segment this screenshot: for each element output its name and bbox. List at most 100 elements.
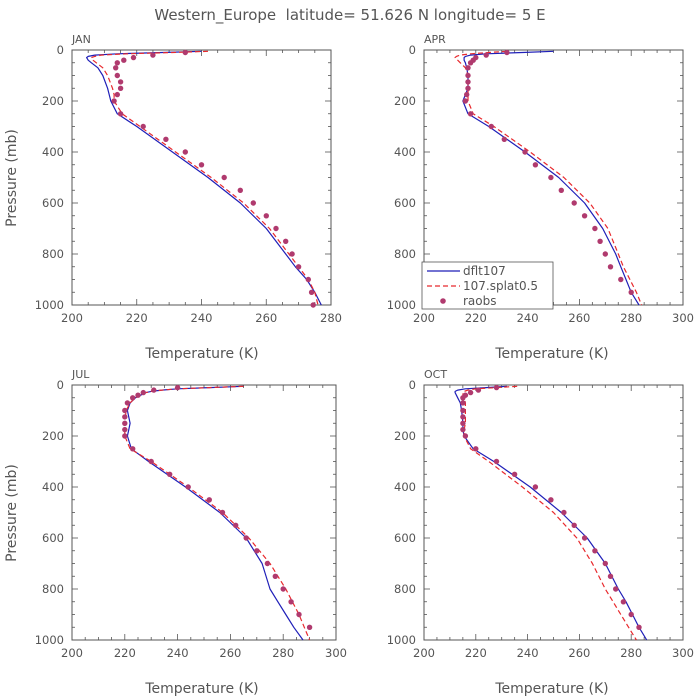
raobs-point [122,407,128,414]
raobs-point [121,57,127,63]
raobs-point [607,264,614,270]
raobs-point [464,91,470,98]
raobs-point [185,484,191,490]
raobs-point [130,54,137,61]
raobs-point [250,200,256,206]
x-tick-label: 220 [114,646,136,660]
y-tick-label: 400 [394,145,416,159]
raobs-point [602,560,608,567]
raobs-point [548,497,554,503]
raobs-point [122,433,128,439]
y-axis-label: Pressure (mb) [4,129,20,227]
raobs-point [483,52,489,58]
raobs-point [511,471,518,477]
x-tick-label: 280 [620,646,642,660]
raobs-point [111,98,117,104]
raobs-point [628,289,634,295]
raobs-point [501,136,507,142]
raobs-point [467,389,474,396]
raobs-point [460,414,466,420]
raobs-point [460,426,466,433]
y-tick-label: 200 [42,94,64,108]
plot-frame [71,49,332,306]
dflt-line [85,50,322,306]
y-tick-label: 600 [42,531,64,545]
raobs-point [221,174,227,181]
raobs-point [558,187,564,193]
raobs-point [130,446,136,452]
raobs-point [504,49,510,56]
raobs-point [488,123,494,130]
x-tick-label: 260 [568,311,590,325]
splat-line [454,50,643,306]
raobs-point [602,251,608,257]
raobs-point [174,384,181,391]
x-tick-label: 280 [620,311,642,325]
raobs-point [289,251,295,257]
raobs-point [613,586,619,592]
x-tick-label: 280 [320,311,342,325]
panel-label: JAN [71,33,91,46]
y-tick-label: 200 [394,94,416,108]
y-tick-label: 0 [409,43,416,57]
raobs-point [140,389,146,396]
raobs-point [114,91,121,98]
y-tick-label: 400 [42,145,64,159]
raobs-point [273,225,279,232]
x-tick-label: 220 [465,311,487,325]
x-tick-label: 300 [672,646,694,660]
raobs-point [114,60,121,66]
x-axis-label: Temperature (K) [494,681,608,697]
x-axis-label: Temperature (K) [144,346,258,362]
raobs-point [296,611,302,618]
raobs-point [465,85,471,92]
raobs-point [475,387,482,393]
raobs-point [122,426,128,433]
x-tick-label: 260 [255,311,277,325]
raobs-point [254,548,260,554]
raobs-point [462,433,469,439]
raobs-point [465,72,471,79]
figure-title: Western_Europe latitude= 51.626 N longit… [154,6,545,25]
raobs-point [628,611,634,618]
raobs-point [114,72,121,79]
y-tick-label: 600 [394,531,416,545]
splat-line [124,385,311,641]
raobs-point [532,484,539,490]
y-tick-label: 1000 [35,633,64,647]
y-tick-label: 600 [42,196,64,210]
raobs-point [122,420,128,426]
legend: dflt107 107.splat0.5 raobs [421,261,554,310]
raobs-point [182,149,188,155]
raobs-point [460,400,466,406]
x-tick-label: 200 [413,311,435,325]
y-tick-label: 1000 [387,633,416,647]
dflt-line [462,50,640,306]
x-axis-label: Temperature (K) [144,681,258,697]
raobs-point [148,458,154,465]
y-tick-label: 400 [42,480,64,494]
raobs-point [151,387,157,393]
raobs-point [620,599,627,605]
x-tick-label: 260 [568,646,590,660]
raobs-point [182,49,188,56]
x-axis-label: Temperature (K) [494,346,608,362]
panel-apr: APR Temperature (K) 200 220 240 260 280 300 0 2… [387,33,694,362]
panel-oct: OCT Temperature (K) 200 220 240 260 280 300 0 2… [387,368,694,697]
y-tick-label: 600 [394,196,416,210]
raobs-point [219,509,226,516]
raobs-point [636,624,642,630]
raobs-point [522,149,528,155]
raobs-point [460,395,466,401]
panel-jul: JUL Temperature (K) Pressure (mb) 200 220… [4,368,347,697]
legend-label-splat: 107.splat0.5 [463,279,538,293]
raobs-point [135,392,141,398]
raobs-point [460,407,466,414]
plot-frame [71,384,337,641]
y-tick-label: 0 [57,378,64,392]
legend-label-raobs: raobs [463,294,497,308]
raobs-point [532,162,539,168]
raobs-point [460,420,466,426]
x-tick-label: 220 [126,311,148,325]
